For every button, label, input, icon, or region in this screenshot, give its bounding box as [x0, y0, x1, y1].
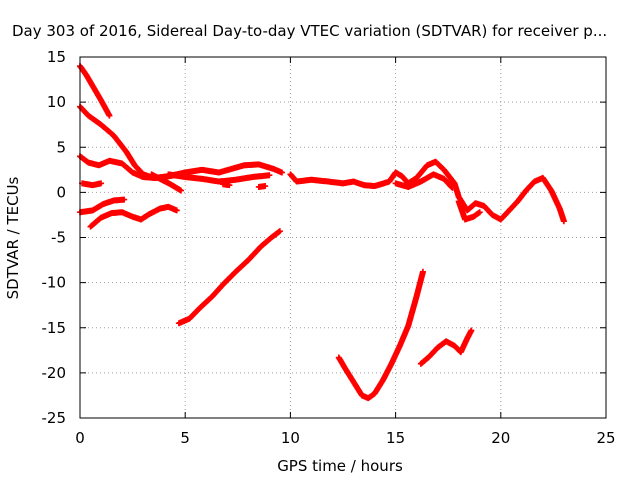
data-point [449, 184, 456, 191]
series-arc-8 [148, 171, 184, 194]
y-tick-label: 0 [56, 183, 66, 201]
series-arc-13 [392, 171, 456, 191]
y-tick-label: -25 [42, 409, 67, 427]
series-arc-11 [175, 228, 283, 327]
series-arc-12 [287, 158, 567, 225]
x-tick-label: 10 [281, 429, 300, 447]
x-axis-label: GPS time / hours [277, 457, 403, 475]
x-tick-label: 5 [180, 429, 190, 447]
series-arc-2 [77, 103, 189, 181]
series-arc-7 [87, 203, 180, 230]
data-point [262, 183, 269, 190]
data-point [468, 327, 475, 334]
data-point [278, 169, 285, 176]
data-point [121, 196, 128, 203]
x-tick-label: 0 [75, 429, 85, 447]
data-point [177, 187, 184, 194]
data-point [226, 182, 233, 189]
y-tick-label: -15 [42, 319, 67, 337]
chart-title: Day 303 of 2016, Sidereal Day-to-day VTE… [12, 22, 607, 40]
plot-data [77, 63, 567, 402]
data-point [266, 172, 273, 179]
series-arc-6 [77, 196, 128, 216]
series-arc-9 [220, 181, 233, 189]
data-point [560, 218, 567, 225]
data-point [476, 209, 483, 216]
y-axis-label: SDTVAR / TECUs [4, 176, 22, 299]
data-point [276, 228, 283, 235]
series-arc-14 [335, 268, 426, 402]
series-arc-4 [165, 171, 273, 185]
x-tick-label: 20 [491, 429, 510, 447]
series-arc-5 [79, 180, 105, 189]
series-arc-1 [77, 63, 113, 119]
series-arc-15 [417, 327, 475, 367]
data-point [106, 112, 113, 119]
data-point [173, 207, 180, 214]
data-point [419, 268, 426, 275]
data-point [98, 180, 105, 187]
y-tick-label: 10 [47, 93, 66, 111]
y-tick-label: 5 [56, 138, 66, 156]
y-tick-label: -5 [51, 229, 66, 247]
y-tick-label: 15 [47, 48, 66, 66]
series-arc-16 [455, 198, 483, 223]
y-tick-label: -10 [42, 274, 67, 292]
x-tick-label: 25 [596, 429, 615, 447]
y-tick-label: -20 [42, 364, 67, 382]
series-arc-10 [255, 183, 269, 190]
x-tick-label: 15 [386, 429, 405, 447]
axis-ticks: 0 5 10 15 20 25 -25 -20 -15 -10 -5 0 5 10 15 [42, 48, 616, 447]
grid-lines [80, 57, 606, 418]
